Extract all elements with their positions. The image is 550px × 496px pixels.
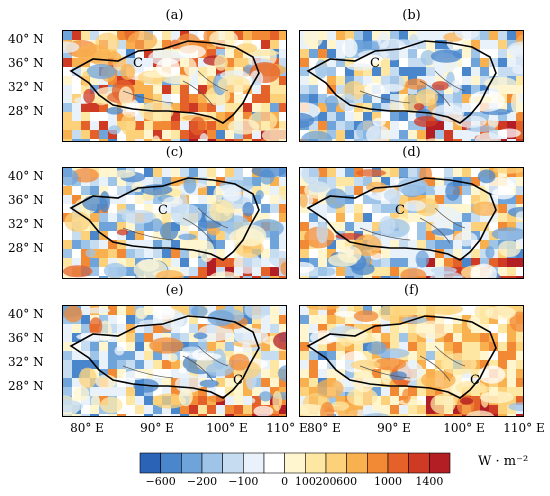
plateau-boundary	[69, 315, 260, 399]
map-panel: C	[62, 167, 287, 279]
lon-label: 90° E	[377, 421, 411, 435]
colorbar-swatch	[429, 452, 451, 474]
colorbar-unit: W · m⁻²	[478, 454, 529, 469]
colorbar-swatch	[139, 452, 161, 474]
colorbar-tick: 200	[315, 475, 337, 488]
lon-label: 80° E	[307, 421, 341, 435]
lat-label: 36° N	[8, 193, 44, 207]
colorbar-swatch	[325, 452, 347, 474]
lon-label: 90° E	[140, 421, 174, 435]
river-lines	[122, 207, 229, 244]
river-lines	[359, 345, 466, 382]
lat-label: 40° N	[8, 307, 44, 321]
lon-label: 80° E	[70, 421, 104, 435]
panel-label: (c)	[165, 145, 184, 160]
lon-label: 100° E	[206, 421, 248, 435]
field-shading: C	[300, 306, 523, 416]
river-lines	[359, 207, 466, 244]
colorbar-tick: 1000	[374, 475, 402, 488]
colorbar-tick: 1400	[415, 475, 444, 488]
map-panel: C	[299, 167, 524, 279]
colorbar-tick: 100	[294, 475, 316, 488]
map-panel: C	[62, 30, 287, 142]
colorbar-swatch	[181, 452, 203, 474]
plateau-boundary	[306, 315, 497, 399]
colorbar-tick: 600	[336, 475, 358, 488]
colorbar-swatch	[346, 452, 368, 474]
marker-c: C	[158, 203, 168, 218]
panel-label: (e)	[165, 283, 184, 298]
marker-c: C	[370, 56, 380, 71]
colorbar-swatch	[284, 452, 306, 474]
field-shading: C	[63, 168, 286, 278]
lat-label: 28° N	[8, 379, 44, 393]
field-shading: C	[300, 31, 523, 141]
panel-label: (d)	[402, 145, 421, 160]
colorbar	[139, 452, 451, 474]
lat-label: 36° N	[8, 56, 44, 70]
lon-label: 110° E	[266, 421, 308, 435]
lat-label: 32° N	[8, 80, 44, 94]
lat-label: 40° N	[8, 169, 44, 183]
panel-label: (b)	[402, 8, 421, 23]
colorbar-swatch	[160, 452, 182, 474]
field-shading: C	[300, 168, 523, 278]
field-shading: C	[63, 31, 286, 141]
lat-label: 32° N	[8, 217, 44, 231]
colorbar-tick: −600	[145, 475, 176, 488]
lat-label: 28° N	[8, 104, 44, 118]
colorbar-swatch	[305, 452, 327, 474]
lon-label: 110° E	[503, 421, 545, 435]
colorbar-tick: 0	[281, 475, 289, 488]
lat-label: 36° N	[8, 331, 44, 345]
panel-label: (a)	[165, 8, 184, 23]
marker-c: C	[395, 203, 405, 218]
marker-c: C	[470, 373, 480, 388]
map-panel: C	[62, 305, 287, 417]
plateau-boundary	[69, 40, 260, 124]
lon-label: 100° E	[443, 421, 485, 435]
river-lines	[122, 345, 229, 382]
colorbar-swatch	[263, 452, 285, 474]
colorbar-swatch	[201, 452, 223, 474]
colorbar-swatch	[387, 452, 409, 474]
colorbar-swatch	[222, 452, 244, 474]
river-lines	[359, 70, 466, 107]
colorbar-tick: −100	[228, 475, 259, 488]
map-panel: C	[299, 30, 524, 142]
plateau-boundary	[306, 40, 497, 124]
colorbar-swatch	[243, 452, 265, 474]
lat-label: 32° N	[8, 355, 44, 369]
river-lines	[122, 70, 229, 107]
colorbar-swatch	[408, 452, 430, 474]
marker-c: C	[133, 56, 143, 71]
panel-label: (f)	[404, 283, 419, 298]
map-panel: C	[299, 305, 524, 417]
marker-c: C	[233, 373, 243, 388]
lat-label: 40° N	[8, 32, 44, 46]
field-shading: C	[63, 306, 286, 416]
colorbar-swatch	[367, 452, 389, 474]
colorbar-tick: −200	[186, 475, 218, 488]
plateau-boundary	[306, 177, 497, 261]
lat-label: 28° N	[8, 241, 44, 255]
plateau-boundary	[69, 177, 260, 261]
